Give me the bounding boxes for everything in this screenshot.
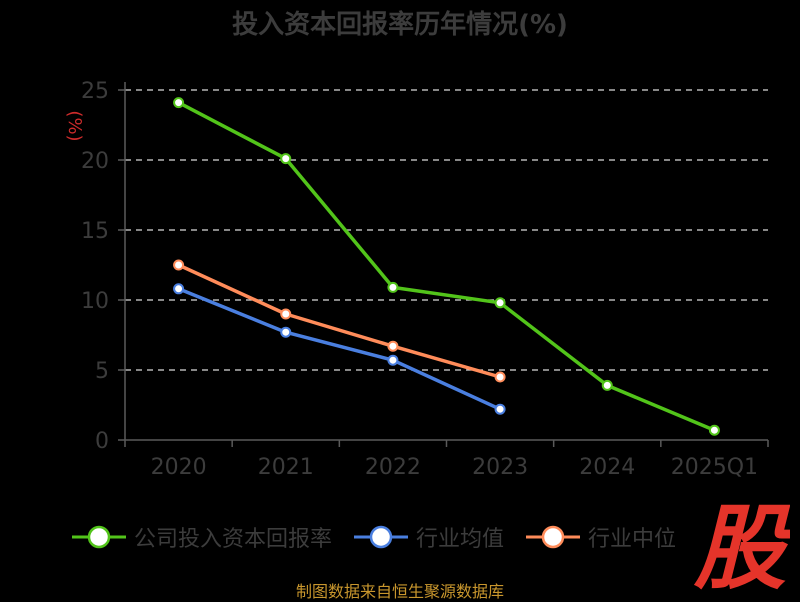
y-tick-label: 15	[81, 219, 109, 244]
x-tick-label: 2022	[365, 455, 421, 480]
data-point	[387, 281, 399, 293]
x-tick-label: 2025Q1	[671, 455, 758, 480]
legend-item[interactable]: 行业均值	[354, 521, 504, 553]
legend: 公司投入资本回报率 行业均值 行业中位	[72, 521, 698, 553]
legend-label: 行业均值	[416, 527, 505, 552]
data-point	[494, 371, 506, 383]
y-tick-label: 0	[95, 429, 109, 454]
legend-swatch	[72, 525, 126, 549]
x-tick-label: 2020	[151, 455, 207, 480]
data-point	[601, 379, 613, 391]
data-point	[387, 354, 399, 366]
series-line	[177, 101, 716, 432]
data-point	[280, 326, 292, 338]
data-point	[280, 308, 292, 320]
y-tick-label: 25	[81, 79, 109, 104]
legend-swatch	[526, 525, 581, 549]
data-point	[494, 297, 506, 309]
data-point	[173, 259, 185, 271]
legend-swatch	[354, 525, 409, 549]
source-note: 制图数据来自恒生聚源数据库	[295, 582, 504, 601]
x-tick-label: 2021	[258, 455, 314, 480]
x-tick-label: 2023	[472, 455, 528, 480]
data-point	[708, 424, 720, 436]
legend-label: 行业中位	[588, 527, 677, 552]
chart-title: 投入资本回报率历年情况(%)	[232, 10, 568, 40]
y-axis-label: (%)	[64, 110, 85, 141]
data-point	[387, 340, 399, 352]
brand-logo-glyph: 股	[693, 500, 790, 590]
series-line	[177, 287, 501, 411]
data-point	[173, 97, 185, 109]
legend-item[interactable]: 行业中位	[526, 521, 676, 553]
data-point	[173, 283, 185, 295]
legend-item[interactable]: 公司投入资本回报率	[72, 521, 332, 553]
y-tick-label: 10	[81, 289, 109, 314]
legend-label: 公司投入资本回报率	[134, 527, 333, 552]
y-tick-label: 20	[81, 149, 109, 174]
data-point	[494, 403, 506, 415]
series-line	[177, 263, 501, 379]
brand-logo: 股	[693, 500, 790, 590]
y-tick-label: 5	[95, 359, 109, 384]
data-point	[280, 153, 292, 165]
x-tick-label: 2024	[579, 455, 635, 480]
